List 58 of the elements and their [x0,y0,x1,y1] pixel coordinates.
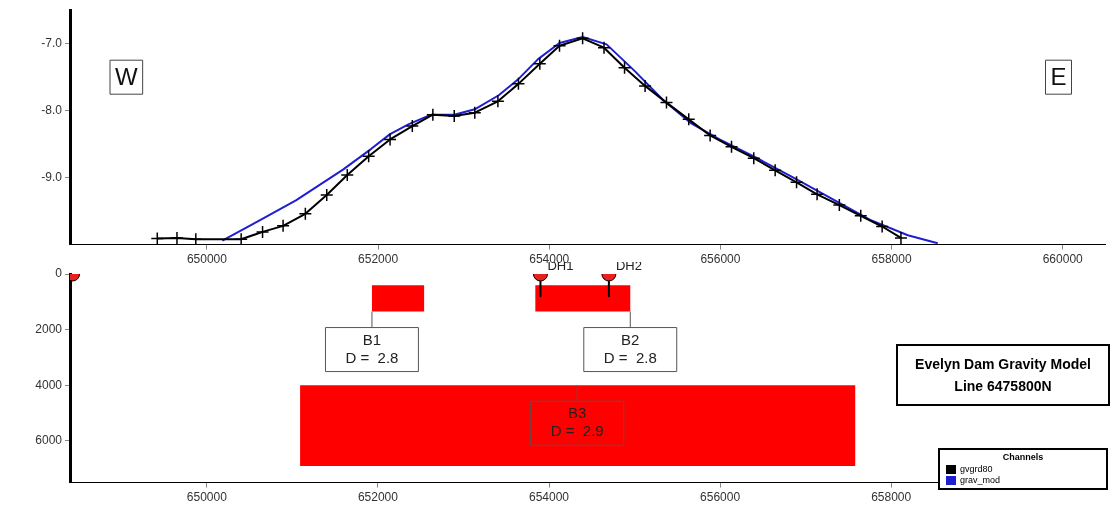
text: Evelyn Dam Gravity Model [914,356,1092,372]
x-tick-label: 652000 [357,490,399,505]
annotation: B3 D = 2.9 [550,404,604,440]
point [276,219,290,233]
point [383,132,397,147]
annotation: W [115,62,138,90]
point [491,94,505,109]
legend-label: gvgrd80 [960,464,993,475]
x-tick-label: 660000 [1042,252,1084,267]
y-tick-label: -8.0 [41,102,63,117]
point [681,112,696,127]
point [854,209,868,223]
point [768,163,782,178]
point [552,38,567,53]
text: Line 6475800N [953,378,1053,394]
x-tick-label: 658000 [871,490,912,505]
point [319,188,334,202]
point [747,151,761,165]
annotation: B2 D = 2.8 [603,330,657,366]
y-tick-label: 2000 [35,321,63,336]
point [703,128,717,143]
point [361,149,376,163]
legend-label: grav_mod [960,475,1001,486]
y-tick-label: -9.0 [41,169,63,184]
point [894,231,908,245]
point [810,187,824,202]
x-tick-label: 650000 [186,252,228,267]
point [659,95,674,110]
y-tick-label: 6000 [35,433,63,448]
x-tick-label: 656000 [700,252,741,267]
point [298,207,313,221]
point [150,231,165,245]
point [832,198,847,212]
point [575,31,590,46]
point [597,40,611,55]
point [875,219,889,234]
point [511,77,526,91]
point [234,232,248,245]
annotation: B1 D = 2.8 [345,330,399,366]
point [638,79,652,93]
point [340,168,355,182]
point [468,105,482,120]
point [533,57,547,71]
annotation: E [1050,62,1067,90]
y-tick-label: 4000 [35,377,63,392]
point [789,175,804,190]
point [405,119,420,133]
x-tick-label: 654000 [528,490,570,505]
point [724,140,739,154]
y-tick-label: 0 [55,266,63,281]
x-tick-label: 650000 [186,490,228,505]
x-tick-label: 656000 [700,490,741,505]
point [617,61,632,75]
point [255,225,270,239]
legend-title: Channels [1001,452,1045,462]
x-tick-label: 652000 [358,252,399,267]
y-tick-label: -7.0 [41,36,63,50]
x-tick-label: 658000 [871,252,912,267]
